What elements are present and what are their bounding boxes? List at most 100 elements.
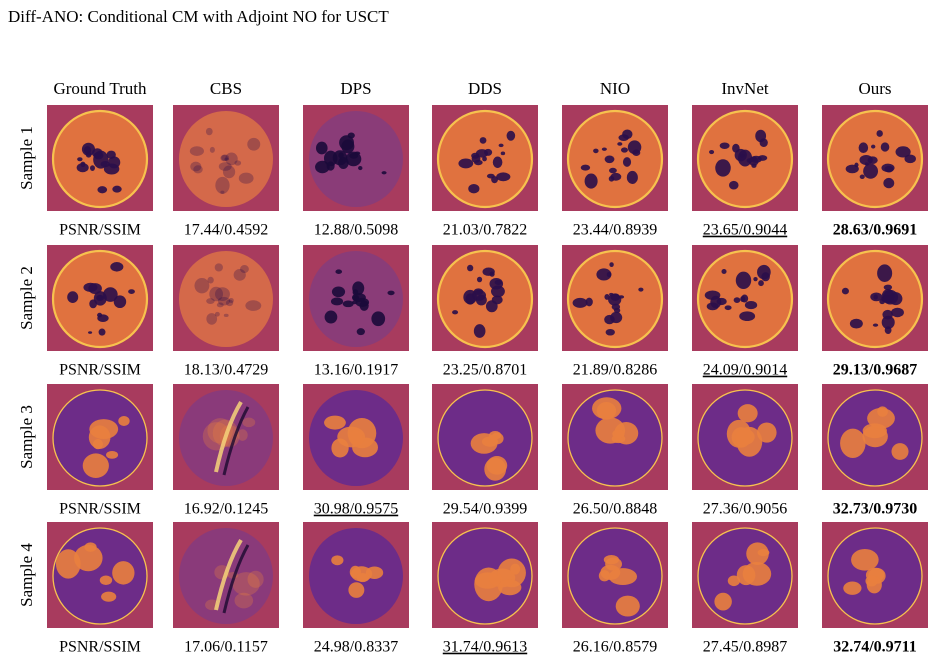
- structure: [225, 152, 238, 166]
- structure: [881, 163, 895, 173]
- structure: [593, 148, 599, 154]
- tissue: [179, 111, 273, 207]
- structure: [341, 139, 355, 154]
- structure: [613, 307, 621, 313]
- score: 27.36/0.9056: [703, 501, 787, 518]
- structure: [67, 291, 79, 303]
- structure: [99, 575, 113, 585]
- structure: [601, 147, 607, 151]
- structure: [216, 302, 224, 308]
- structure: [342, 300, 354, 308]
- structure: [330, 297, 344, 306]
- column-header: Ground Truth: [53, 79, 147, 98]
- structure: [498, 579, 522, 596]
- structure: [731, 427, 751, 448]
- structure: [617, 142, 623, 146]
- structure: [757, 264, 771, 280]
- metric-label: PSNR/SSIM: [59, 222, 141, 239]
- structure: [474, 159, 483, 166]
- structure: [348, 429, 363, 445]
- structure: [97, 312, 103, 318]
- structure: [247, 570, 264, 588]
- structure: [479, 137, 487, 144]
- tissue: [179, 251, 273, 347]
- structure: [218, 162, 232, 171]
- structure: [609, 262, 614, 268]
- metric-label: PSNR/SSIM: [59, 639, 141, 656]
- structure: [468, 184, 480, 194]
- structure: [865, 575, 878, 587]
- structure: [220, 154, 228, 162]
- structure: [746, 542, 769, 566]
- structure: [110, 262, 124, 272]
- structure: [112, 561, 135, 585]
- structure: [709, 149, 715, 155]
- reconstruction-image: [47, 522, 153, 628]
- structure: [620, 147, 628, 153]
- structure: [485, 300, 498, 313]
- structure: [626, 170, 638, 184]
- artifact: [222, 544, 250, 614]
- structure: [332, 150, 348, 166]
- reconstruction-image: [303, 384, 409, 490]
- structure: [214, 263, 223, 272]
- artifact: [222, 406, 250, 476]
- structure: [237, 429, 248, 441]
- structure: [331, 555, 344, 566]
- structure: [638, 287, 644, 292]
- structure: [215, 176, 230, 194]
- structure: [100, 161, 110, 168]
- structure: [98, 328, 106, 336]
- structure: [843, 581, 862, 595]
- score: 28.63/0.9691: [833, 222, 917, 239]
- structure: [371, 311, 386, 327]
- score: 30.98/0.9575: [314, 501, 398, 518]
- structure: [452, 310, 459, 315]
- structure: [608, 293, 622, 306]
- score: 32.73/0.9730: [833, 501, 917, 518]
- structure: [758, 280, 764, 287]
- structure: [733, 297, 741, 303]
- structure: [193, 165, 203, 174]
- structure: [476, 276, 483, 283]
- structure: [584, 173, 598, 189]
- structure: [108, 156, 121, 169]
- structure: [381, 171, 387, 175]
- structure: [904, 154, 916, 164]
- reconstruction-image: [173, 245, 279, 351]
- structure: [228, 298, 234, 303]
- structure: [845, 164, 859, 174]
- reconstruction-image: [303, 105, 409, 211]
- structure: [484, 457, 507, 481]
- structure: [356, 572, 370, 583]
- structure: [387, 290, 395, 296]
- reconstruction-image: [822, 245, 928, 351]
- structure: [871, 144, 876, 149]
- score: 16.92/0.1245: [184, 501, 268, 518]
- structure: [74, 544, 103, 572]
- structure: [721, 269, 727, 274]
- structure: [756, 422, 777, 443]
- structure: [510, 563, 521, 575]
- reconstruction-image: [562, 522, 668, 628]
- structure: [209, 286, 224, 302]
- score: 23.25/0.8701: [443, 362, 527, 379]
- structure: [622, 157, 632, 167]
- structure: [604, 155, 615, 164]
- structure: [737, 404, 758, 423]
- structure: [214, 311, 220, 317]
- structure: [891, 307, 904, 318]
- structure: [238, 172, 254, 184]
- reconstruction-image: [562, 105, 668, 211]
- score: 21.03/0.7822: [443, 222, 527, 239]
- structure: [92, 438, 103, 450]
- structure: [580, 164, 591, 171]
- structure: [331, 286, 346, 298]
- score: 26.50/0.8848: [573, 501, 657, 518]
- structure: [324, 415, 346, 430]
- structure: [465, 293, 476, 305]
- structure: [880, 142, 890, 152]
- score: 23.65/0.9044: [703, 222, 787, 239]
